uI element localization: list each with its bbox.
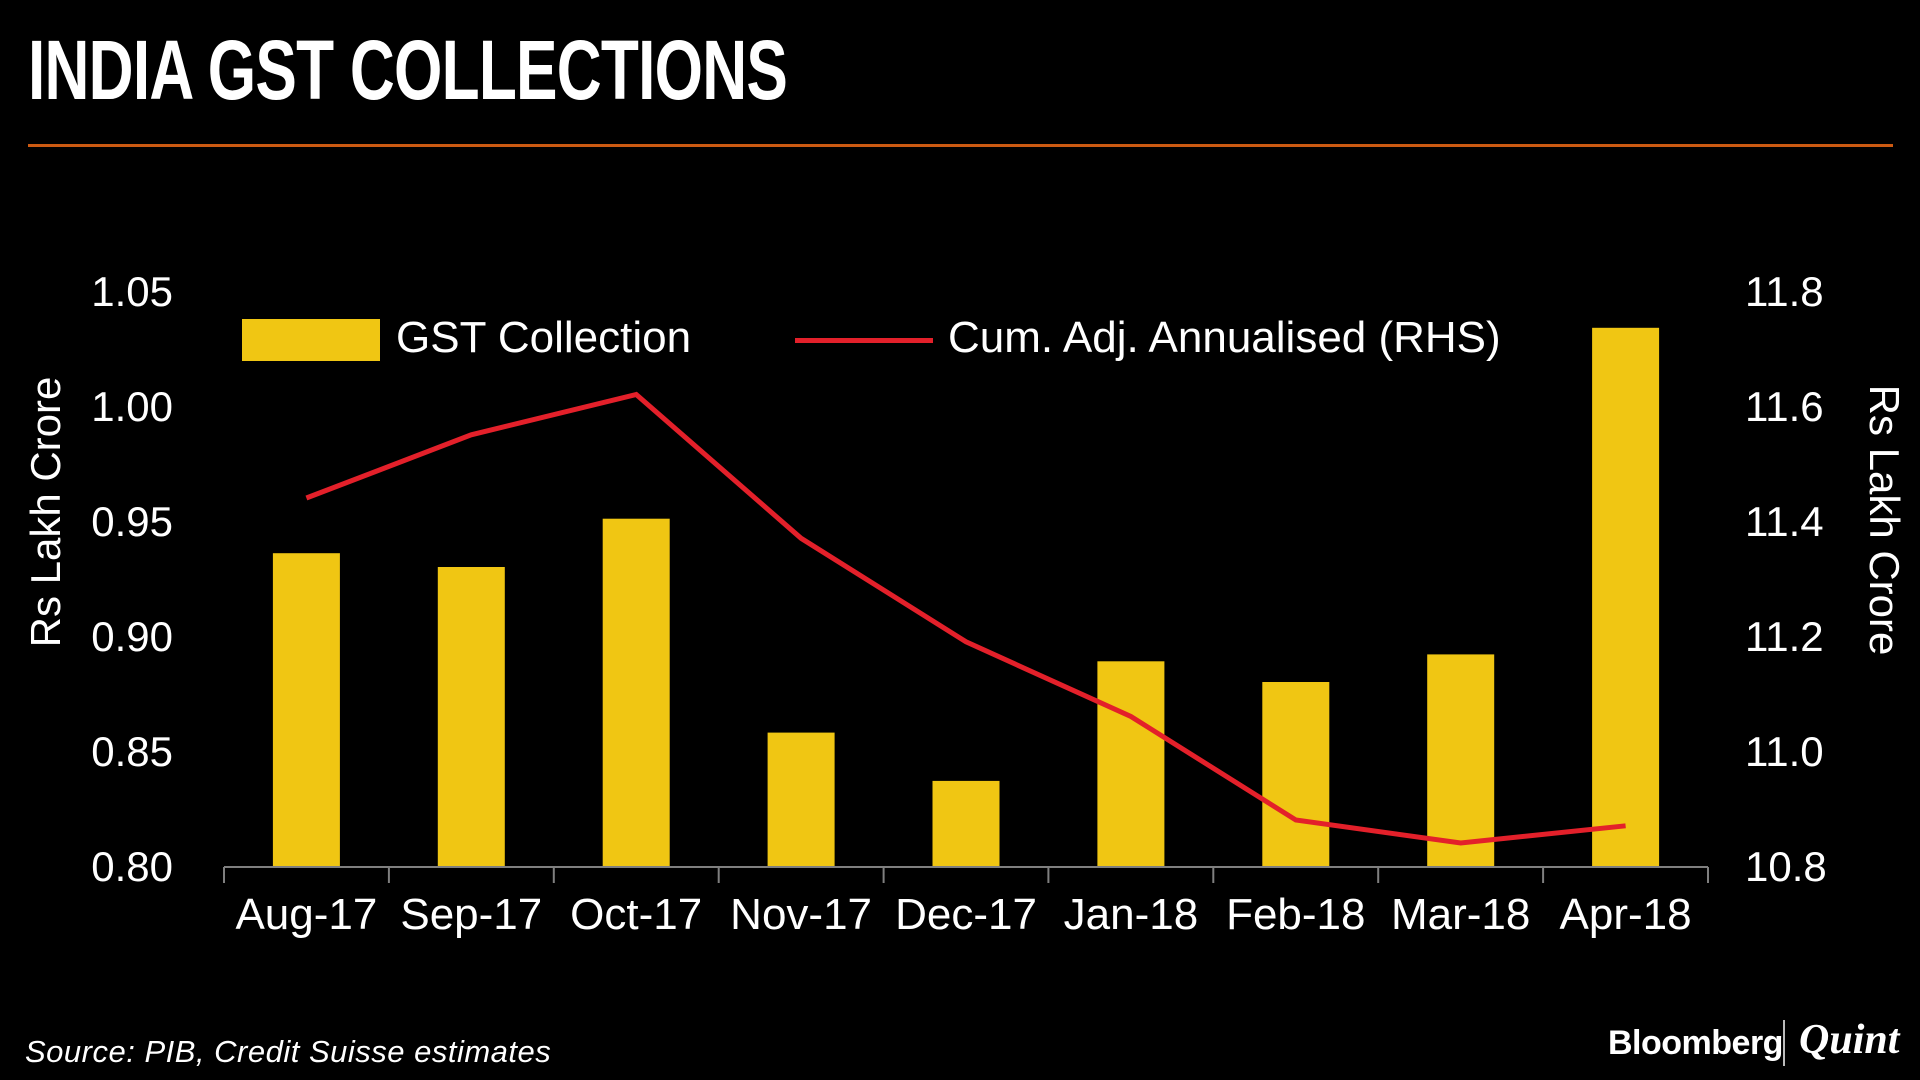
bar-apr-18 [1592, 327, 1660, 866]
x-tick-label-mar-18: Mar-18 [1391, 890, 1530, 939]
x-tick-label-apr-18: Apr-18 [1560, 890, 1692, 939]
x-tick-label-nov-17: Nov-17 [730, 890, 872, 939]
left-tick-0.85: 0.85 [91, 728, 173, 775]
bar-oct-17 [602, 518, 670, 866]
page-title: INDIA GST COLLECTIONS [28, 23, 788, 117]
x-tick-label-feb-18: Feb-18 [1226, 890, 1365, 939]
right-tick-11.0: 11.0 [1745, 728, 1824, 775]
bar-jan-18 [1097, 661, 1165, 866]
right-tick-11.6: 11.6 [1745, 383, 1824, 430]
bar-feb-18 [1262, 682, 1330, 866]
bar-mar-18 [1427, 654, 1495, 866]
x-tick-label-aug-17: Aug-17 [235, 890, 377, 939]
right-tick-11.4: 11.4 [1745, 498, 1824, 545]
x-tick-label-jan-18: Jan-18 [1064, 890, 1199, 939]
left-tick-0.80: 0.80 [91, 843, 173, 890]
x-tick-label-sep-17: Sep-17 [400, 890, 542, 939]
bar-sep-17 [437, 567, 505, 866]
legend-line-label: Cum. Adj. Annualised (RHS) [948, 313, 1501, 362]
bar-dec-17 [932, 780, 1000, 866]
legend-bar-swatch [242, 319, 380, 361]
left-tick-1.05: 1.05 [91, 268, 173, 315]
right-tick-11.8: 11.8 [1745, 268, 1824, 315]
x-tick-label-oct-17: Oct-17 [570, 890, 702, 939]
quint-wordmark: Quint [1799, 1017, 1900, 1063]
cum-adj-annualised-line [305, 391, 1626, 846]
right-tick-10.8: 10.8 [1745, 843, 1827, 890]
title-underline [28, 144, 1893, 147]
left-tick-1.00: 1.00 [91, 383, 173, 430]
brand-separator [1783, 1020, 1785, 1066]
left-tick-0.95: 0.95 [91, 498, 173, 545]
bar-nov-17 [767, 732, 835, 866]
right-tick-11.2: 11.2 [1745, 613, 1824, 660]
bar-aug-17 [272, 553, 340, 866]
x-tick-label-dec-17: Dec-17 [895, 890, 1037, 939]
legend-bar-label: GST Collection [396, 313, 692, 362]
left-tick-0.90: 0.90 [91, 613, 173, 660]
legend-line-swatch [795, 338, 933, 343]
bloomberg-wordmark: Bloomberg [1608, 1024, 1783, 1062]
source-note: Source: PIB, Credit Suisse estimates [25, 1034, 552, 1069]
